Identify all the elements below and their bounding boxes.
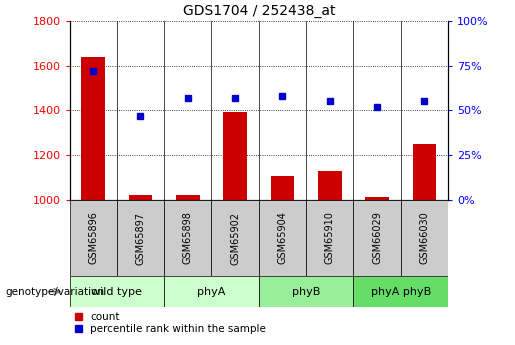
Bar <box>365 197 389 200</box>
Bar <box>259 276 353 307</box>
Bar <box>353 200 401 276</box>
Text: GSM65897: GSM65897 <box>135 211 146 265</box>
Text: phyB: phyB <box>292 287 320 296</box>
Text: GSM66030: GSM66030 <box>419 212 430 264</box>
Bar <box>176 195 200 200</box>
Text: phyA phyB: phyA phyB <box>371 287 431 296</box>
Bar <box>306 200 353 276</box>
Bar <box>224 112 247 200</box>
Bar <box>212 200 259 276</box>
Legend: count, percentile rank within the sample: count, percentile rank within the sample <box>75 312 266 334</box>
Text: GSM65896: GSM65896 <box>88 211 98 265</box>
Bar <box>129 195 152 200</box>
Bar <box>117 200 164 276</box>
Bar <box>259 200 306 276</box>
Bar <box>318 171 341 200</box>
Bar <box>81 57 105 200</box>
Text: GSM65902: GSM65902 <box>230 211 240 265</box>
Bar <box>70 200 117 276</box>
Text: GSM65898: GSM65898 <box>183 211 193 265</box>
Text: phyA: phyA <box>197 287 226 296</box>
Bar <box>70 276 164 307</box>
Bar <box>353 276 448 307</box>
Text: GSM66029: GSM66029 <box>372 211 382 265</box>
Text: wild type: wild type <box>91 287 142 296</box>
Bar <box>401 200 448 276</box>
Bar <box>164 200 212 276</box>
Text: GSM65904: GSM65904 <box>278 211 287 265</box>
Title: GDS1704 / 252438_at: GDS1704 / 252438_at <box>182 4 335 18</box>
Text: GSM65910: GSM65910 <box>325 211 335 265</box>
Text: genotype/variation: genotype/variation <box>5 287 104 296</box>
Bar <box>270 176 294 200</box>
Bar <box>164 276 259 307</box>
Bar <box>413 144 436 200</box>
